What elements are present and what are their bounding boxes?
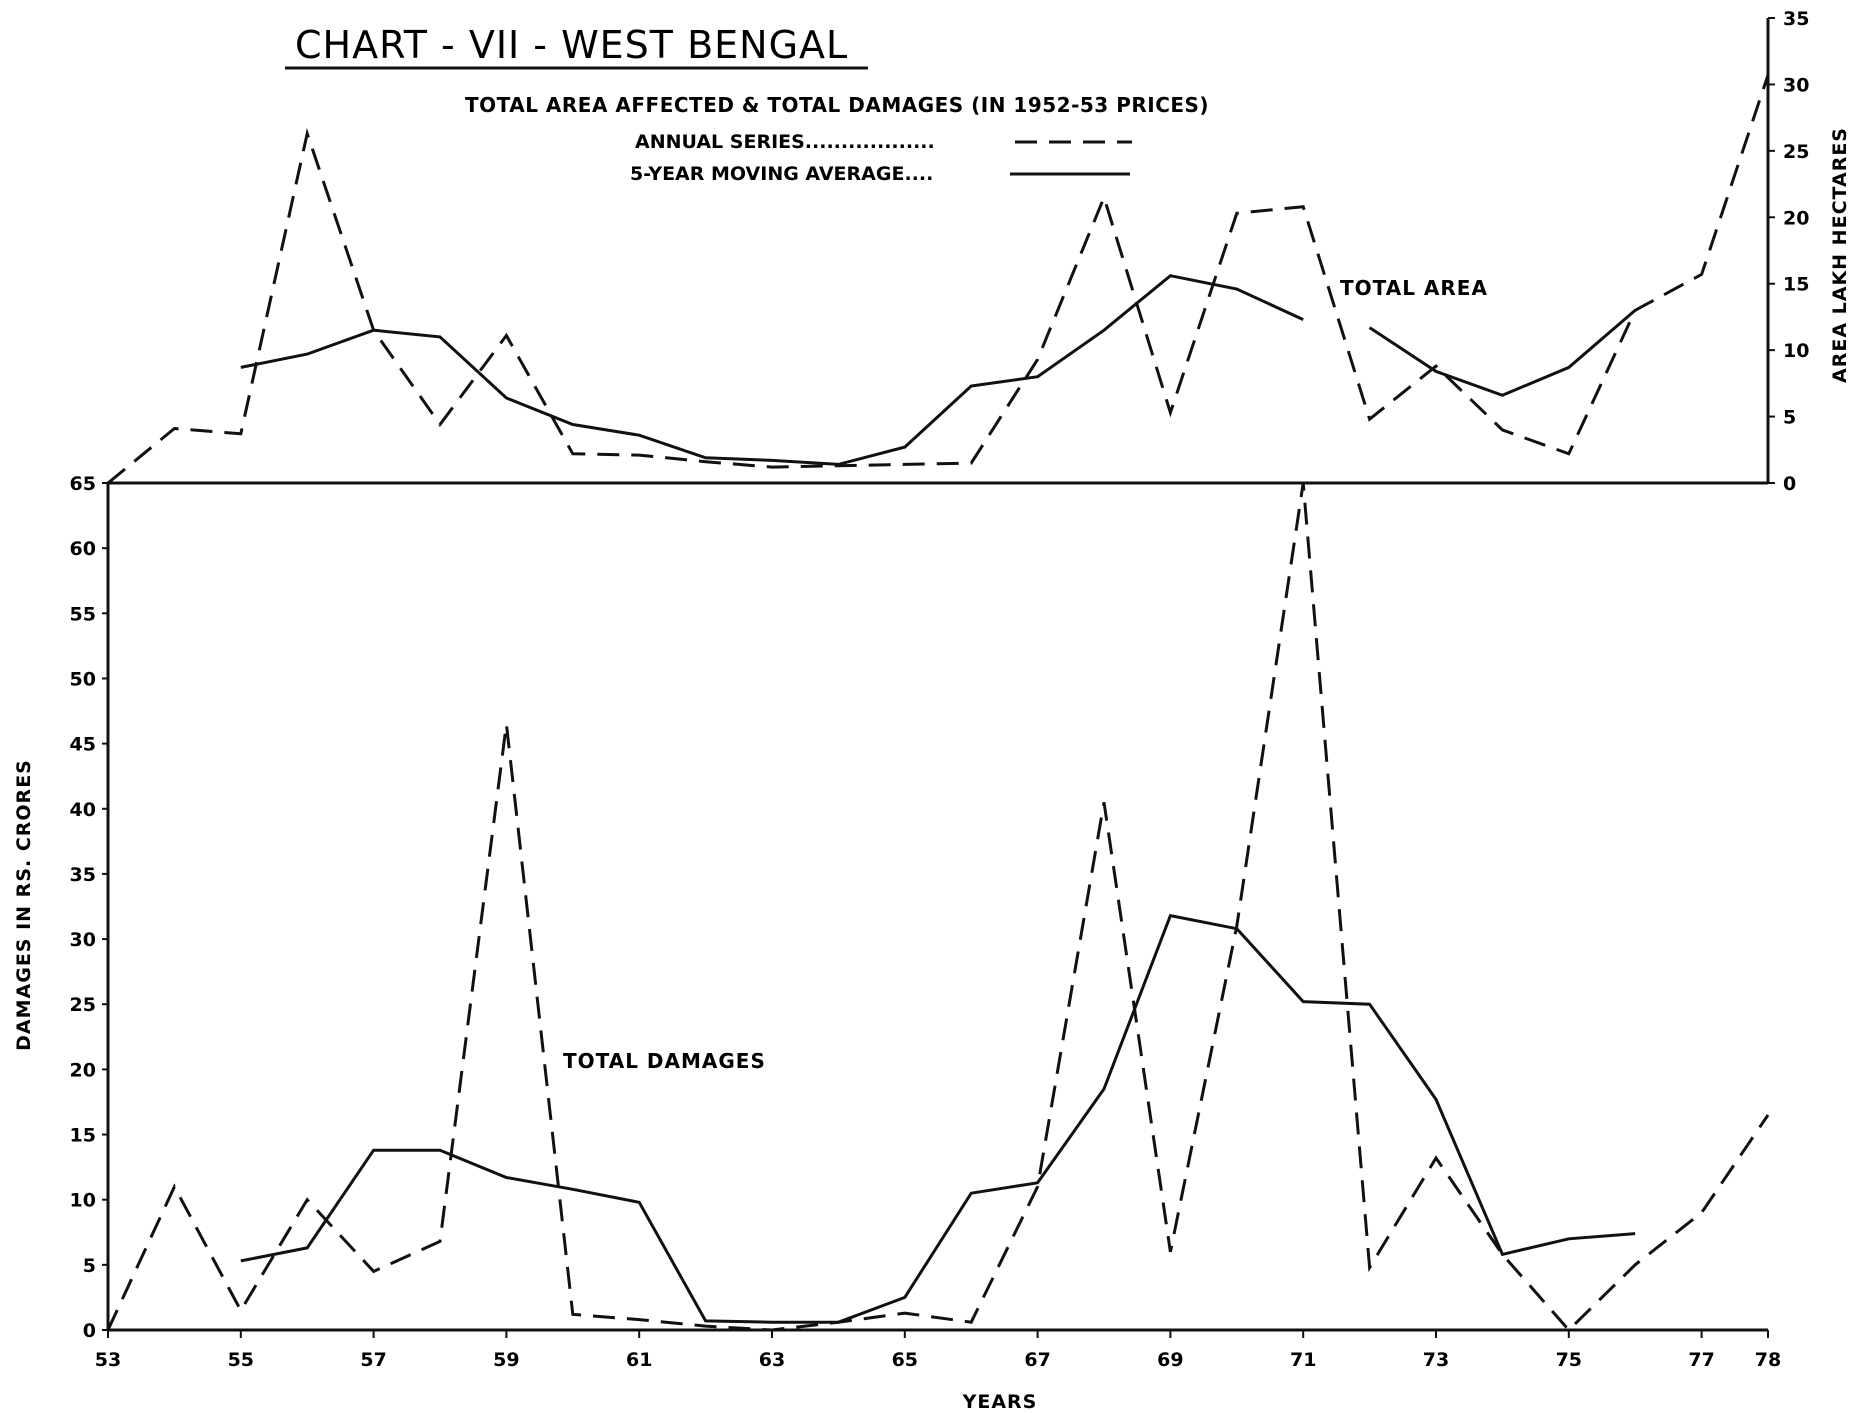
x-tick-label: 55 <box>228 1349 254 1371</box>
legend-annual-label: ANNUAL SERIES.................. <box>635 131 935 153</box>
x-tick-label: 71 <box>1290 1349 1316 1371</box>
area-y-tick-label: 30 <box>1783 74 1809 96</box>
damages-moving-average-line <box>240 913 1636 1324</box>
area-y-tick-label: 35 <box>1783 8 1809 30</box>
total-area-annotation: TOTAL AREA <box>1340 276 1488 300</box>
damages-y-tick-label: 45 <box>70 734 96 756</box>
area-y-tick-label: 25 <box>1783 141 1809 163</box>
area-moving-average-line <box>240 274 1304 466</box>
x-tick-label: 65 <box>892 1349 918 1371</box>
left-axis-label: DAMAGES IN RS. CRORES <box>13 759 35 1051</box>
chart-title: CHART - VII - WEST BENGAL <box>295 23 848 67</box>
chart-subtitle: TOTAL AREA AFFECTED & TOTAL DAMAGES (IN … <box>465 93 1209 117</box>
series-layer <box>106 74 1770 1333</box>
tick-layer: 0 5 10 15 20 25 30 35 0 5 10 15 20 25 30 35 40 45 50 55 60 65… <box>70 8 1810 1371</box>
damages-y-tick-label: 5 <box>83 1255 96 1277</box>
x-tick-label: 67 <box>1024 1349 1050 1371</box>
x-axis-label: YEARS <box>962 1391 1038 1413</box>
legend: ANNUAL SERIES.................. 5-YEAR M… <box>630 131 1132 185</box>
damages-y-tick-label: 65 <box>70 473 96 495</box>
damages-y-tick-label: 25 <box>70 994 96 1016</box>
total-damages-annotation: TOTAL DAMAGES <box>563 1049 766 1073</box>
damages-y-tick-label: 0 <box>83 1320 96 1342</box>
area-y-tick-label: 5 <box>1783 407 1796 429</box>
damages-y-tick-label: 15 <box>70 1125 96 1147</box>
area-moving-average-line <box>1368 309 1637 397</box>
damages-y-tick-label: 50 <box>70 668 96 690</box>
right-axis-label: AREA LAKH HECTARES <box>1829 127 1851 383</box>
x-tick-label: 78 <box>1755 1349 1781 1371</box>
damages-y-tick-label: 30 <box>70 929 96 951</box>
area-y-tick-label: 0 <box>1783 473 1796 495</box>
axes <box>106 18 1770 1332</box>
area-y-tick-label: 20 <box>1783 207 1809 229</box>
x-tick-label: 77 <box>1688 1349 1714 1371</box>
x-tick-label: 75 <box>1556 1349 1582 1371</box>
x-tick-label: 57 <box>360 1349 386 1371</box>
area-annual-series-line <box>107 74 1770 485</box>
x-tick-label: 69 <box>1157 1349 1183 1371</box>
x-tick-label: 63 <box>759 1349 785 1371</box>
x-tick-label: 53 <box>95 1349 121 1371</box>
x-tick-label: 61 <box>626 1349 652 1371</box>
x-tick-label: 73 <box>1423 1349 1449 1371</box>
damages-y-tick-label: 10 <box>70 1190 96 1212</box>
legend-avg-label: 5-YEAR MOVING AVERAGE.... <box>630 163 933 185</box>
x-tick-label: 59 <box>493 1349 519 1371</box>
damages-y-tick-label: 40 <box>70 799 96 821</box>
area-y-tick-label: 10 <box>1783 340 1809 362</box>
damages-annual-series-line <box>106 482 1770 1333</box>
damages-y-tick-label: 35 <box>70 864 96 886</box>
area-y-tick-label: 15 <box>1783 274 1809 296</box>
damages-y-tick-label: 20 <box>70 1059 96 1081</box>
damages-y-tick-label: 55 <box>70 603 96 625</box>
damages-y-tick-label: 60 <box>70 538 96 560</box>
